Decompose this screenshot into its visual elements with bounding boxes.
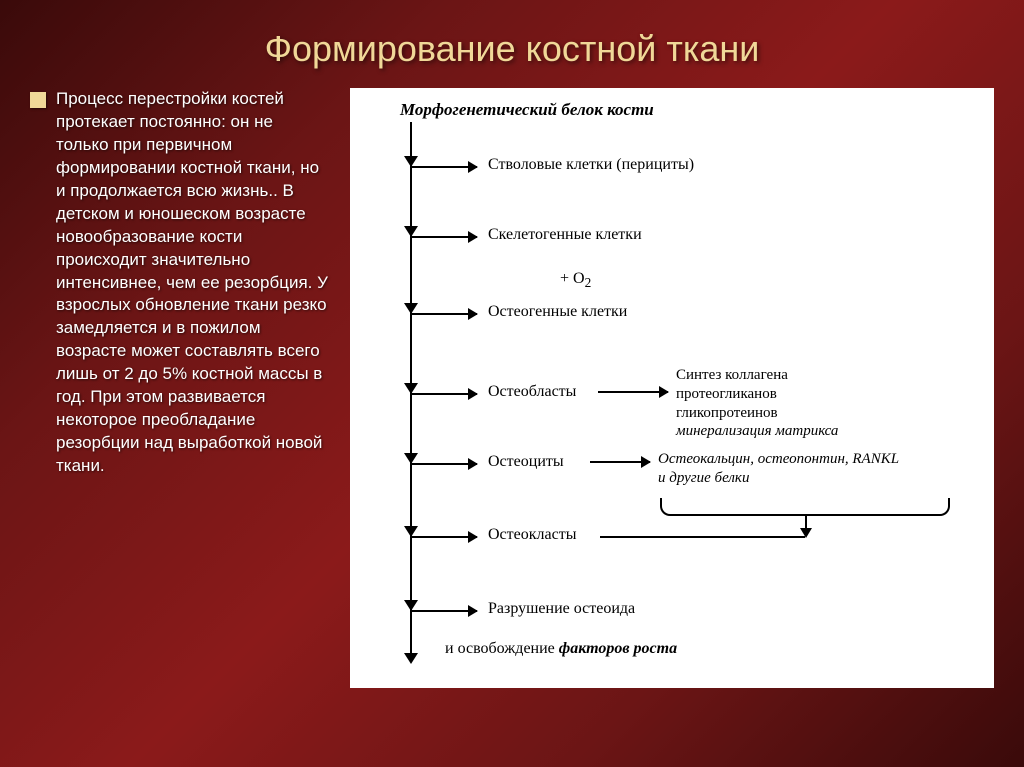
node-skeleto: Скелетогенные клетки [488,226,642,244]
slide-title: Формирование костной ткани [0,0,1024,88]
content-row: Процесс перестройки костей протекает пос… [0,88,1024,688]
h-arrow [412,166,477,168]
bullet-item: Процесс перестройки костей протекает пос… [30,88,330,478]
side-label-1: Остеокальцин, остеопонтин, RANKLи другие… [658,450,899,488]
node-osteoblast: Остеобласты [488,383,576,401]
side-label-0: Синтез коллагенапротеогликановгликопроте… [676,366,838,441]
node-osteocyte: Остеоциты [488,453,564,471]
h-arrow [412,236,477,238]
flowchart-diagram: Морфогенетический белок кости Стволовые … [350,88,994,688]
side-arrow [598,391,668,393]
h-arrow [412,393,477,395]
node-osteogen: Остеогенные клетки [488,303,627,321]
final-line: и освобождение факторов роста [445,640,677,658]
h-arrow [412,610,477,612]
h-arrow [412,313,477,315]
bullet-icon [30,92,46,108]
bracket [660,498,950,516]
h-arrow [412,463,477,465]
diagram-title: Морфогенетический белок кости [400,100,654,120]
connector-line [600,536,805,538]
plus-o2-label: + О2 [560,270,591,291]
arrow-down-icon [404,653,418,664]
bracket-drop [805,516,807,528]
left-column: Процесс перестройки костей протекает пос… [30,88,330,688]
node-osteoclast: Остеокласты [488,526,576,544]
node-destroy: Разрушение остеоида [488,600,635,618]
node-stem: Стволовые клетки (перициты) [488,156,694,174]
side-arrow [590,461,650,463]
h-arrow [412,536,477,538]
paragraph-text: Процесс перестройки костей протекает пос… [56,88,330,478]
